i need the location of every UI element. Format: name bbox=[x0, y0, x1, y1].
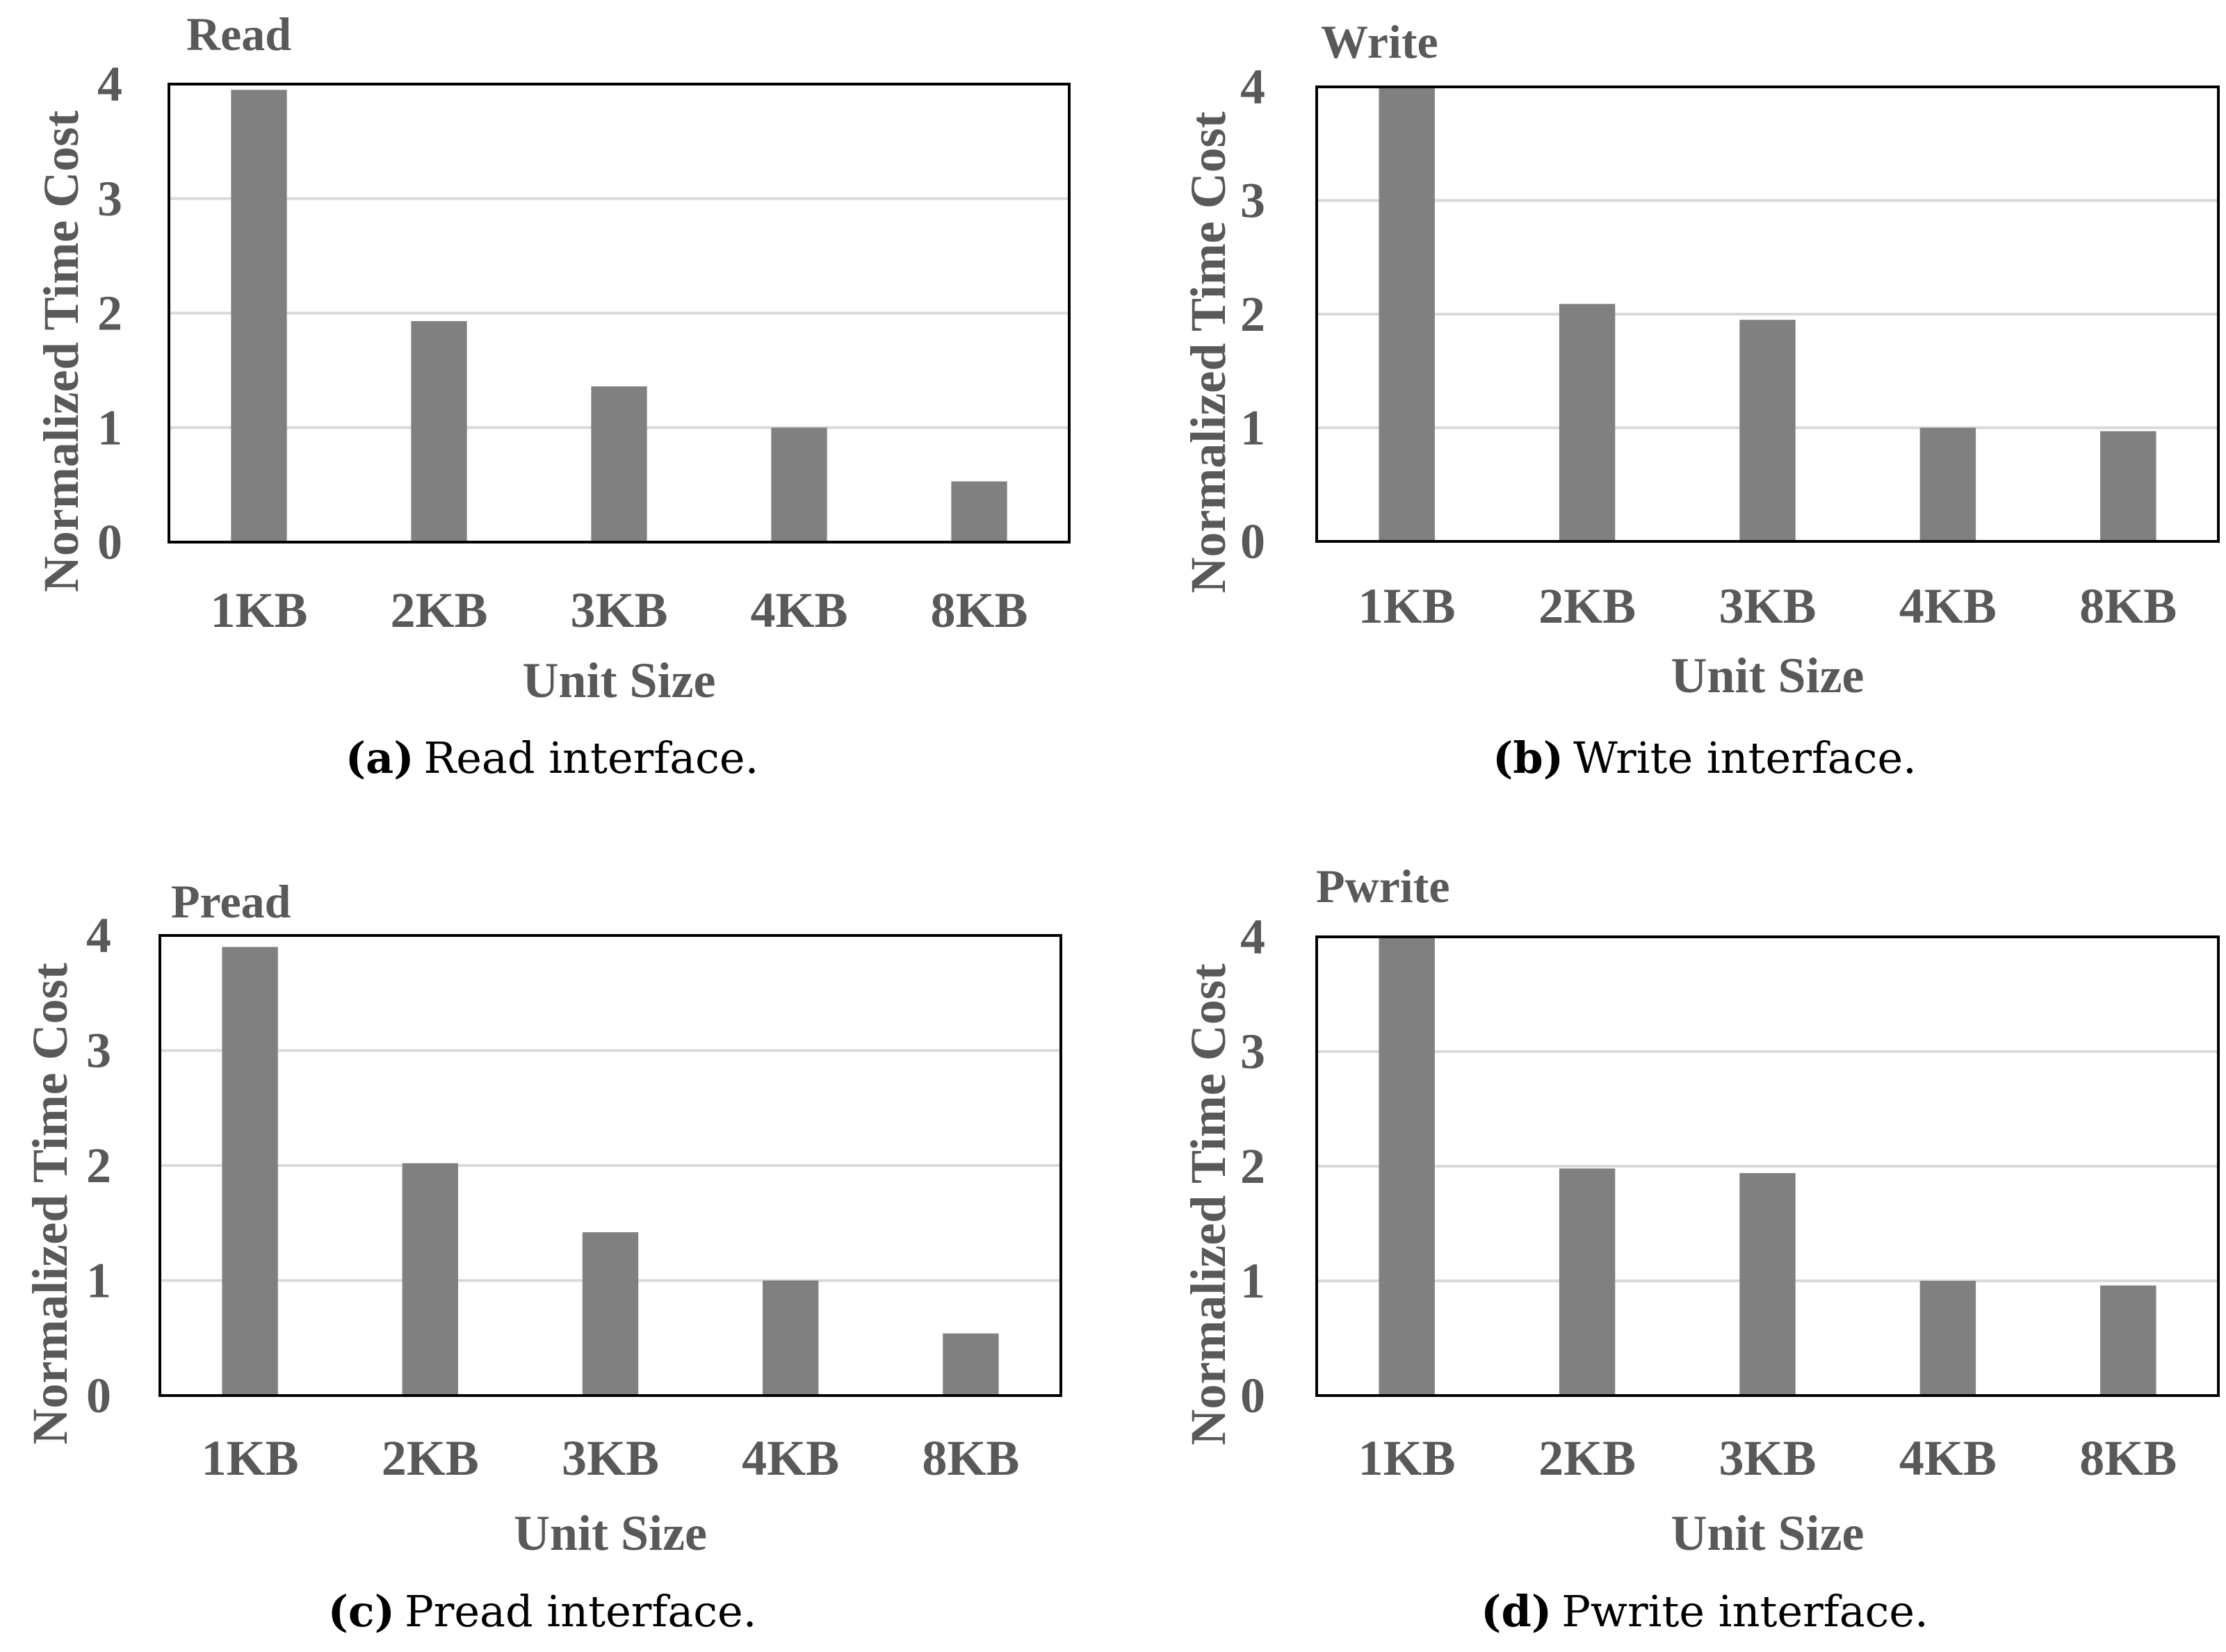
panel-caption: (b) Write interface. bbox=[1493, 733, 1917, 783]
x-category-label: 2KB bbox=[390, 582, 487, 638]
bar-1kb bbox=[1379, 937, 1435, 1396]
y-tick-label: 0 bbox=[86, 1368, 111, 1423]
x-category-label: 4KB bbox=[1899, 578, 1997, 634]
chart-title: Write bbox=[1321, 15, 1438, 68]
x-axis-title: Unit Size bbox=[1671, 1505, 1865, 1561]
y-tick-label: 1 bbox=[1240, 1253, 1265, 1309]
panel-caption: (d) Pwrite interface. bbox=[1481, 1586, 1928, 1637]
bar-4kb bbox=[763, 1280, 819, 1396]
y-tick-label: 4 bbox=[86, 908, 111, 963]
x-category-label: 4KB bbox=[750, 582, 847, 638]
bar-2kb bbox=[1559, 304, 1616, 541]
y-tick-label: 1 bbox=[86, 1253, 111, 1309]
caption-letter: (d) bbox=[1481, 1586, 1552, 1637]
y-tick-label: 2 bbox=[86, 1138, 111, 1193]
chart-panel-write: Write 0 1 2 3 4 1KB 2KB 3KB 4KB 8KB Unit Size Normal… bbox=[1180, 15, 2220, 783]
x-category-label: 3KB bbox=[562, 1430, 659, 1486]
x-category-label: 4KB bbox=[1899, 1430, 1997, 1486]
bar-2kb bbox=[1559, 1168, 1616, 1396]
bar-4kb bbox=[771, 427, 827, 542]
bar-3kb bbox=[591, 386, 647, 542]
caption-text: Read interface. bbox=[424, 733, 759, 783]
bar-8kb bbox=[2100, 1285, 2156, 1396]
x-category-label: 3KB bbox=[1719, 1430, 1816, 1486]
bar-4kb bbox=[1919, 427, 1976, 541]
bar-2kb bbox=[402, 1163, 458, 1396]
chart-panel-pread: Pread 0 1 2 3 4 1KB 2KB 3KB 4KB 8KB Unit Size Normal… bbox=[22, 875, 1062, 1637]
plot-area-frame bbox=[159, 934, 1062, 1397]
y-tick-label: 4 bbox=[97, 56, 122, 112]
bar-8kb bbox=[951, 481, 1007, 542]
x-category-label: 8KB bbox=[930, 582, 1027, 638]
caption-letter: (c) bbox=[328, 1586, 395, 1637]
y-tick-label: 4 bbox=[1240, 909, 1265, 965]
chart-title: Pwrite bbox=[1316, 860, 1450, 913]
x-axis-title: Unit Size bbox=[514, 1505, 707, 1561]
plot-area-frame bbox=[1315, 85, 2220, 543]
x-category-label: 3KB bbox=[1719, 578, 1816, 634]
x-category-label: 1KB bbox=[1358, 578, 1456, 634]
x-category-label: 1KB bbox=[210, 582, 307, 638]
bar-1kb bbox=[231, 90, 287, 543]
bar-1kb bbox=[222, 947, 278, 1396]
plot-area-frame bbox=[168, 83, 1071, 543]
bar-3kb bbox=[1739, 320, 1796, 541]
chart-panel-read: Read 0 1 2 3 4 1KB 2KB 3KB 4KB 8KB Unit Size Normali… bbox=[33, 8, 1071, 783]
caption-letter: (b) bbox=[1493, 733, 1563, 783]
chart-panel-pwrite: Pwrite 0 1 2 3 4 1KB 2KB 3KB 4KB 8KB Unit Size Norma… bbox=[1180, 860, 2220, 1637]
y-tick-label: 3 bbox=[1240, 173, 1265, 229]
x-category-label: 8KB bbox=[922, 1430, 1019, 1486]
y-axis-title: Normalized Time Cost bbox=[22, 963, 78, 1444]
y-tick-label: 1 bbox=[97, 400, 122, 455]
y-tick-label: 1 bbox=[1240, 400, 1265, 456]
y-tick-label: 0 bbox=[97, 514, 122, 570]
x-category-label: 4KB bbox=[742, 1430, 839, 1486]
x-axis-title: Unit Size bbox=[1671, 648, 1865, 703]
x-category-label: 2KB bbox=[1538, 578, 1636, 634]
plot-area-frame bbox=[1315, 935, 2220, 1397]
y-tick-label: 4 bbox=[1240, 59, 1265, 115]
panel-caption: (a) Read interface. bbox=[346, 733, 759, 783]
caption-text: Write interface. bbox=[1573, 733, 1917, 783]
bar-3kb bbox=[1739, 1172, 1796, 1396]
panel-caption: (c) Pread interface. bbox=[328, 1586, 757, 1637]
x-category-label: 1KB bbox=[202, 1430, 299, 1486]
x-category-label: 8KB bbox=[2079, 578, 2177, 634]
y-tick-label: 2 bbox=[97, 286, 122, 341]
y-tick-label: 3 bbox=[97, 171, 122, 227]
y-axis-title: Normalized Time Cost bbox=[33, 111, 89, 592]
x-category-label: 2KB bbox=[382, 1430, 479, 1486]
caption-letter: (a) bbox=[346, 733, 414, 783]
y-tick-label: 2 bbox=[1240, 286, 1265, 342]
caption-text: Pwrite interface. bbox=[1561, 1586, 1928, 1637]
bar-8kb bbox=[2100, 431, 2156, 541]
x-category-label: 1KB bbox=[1358, 1430, 1456, 1486]
y-tick-label: 0 bbox=[1240, 1368, 1265, 1423]
bar-1kb bbox=[1379, 87, 1435, 541]
y-tick-label: 3 bbox=[1240, 1024, 1265, 1079]
x-axis-title: Unit Size bbox=[523, 653, 716, 708]
chart-title: Read bbox=[186, 8, 291, 60]
y-axis-title: Normalized Time Cost bbox=[1180, 111, 1236, 593]
y-axis-title: Normalized Time Cost bbox=[1180, 963, 1236, 1445]
caption-text: Pread interface. bbox=[405, 1586, 756, 1637]
y-tick-label: 0 bbox=[1240, 514, 1265, 569]
bar-8kb bbox=[943, 1333, 999, 1396]
y-tick-label: 3 bbox=[86, 1023, 111, 1079]
bar-3kb bbox=[582, 1232, 639, 1396]
x-category-label: 8KB bbox=[2079, 1430, 2177, 1486]
x-category-label: 2KB bbox=[1538, 1430, 1636, 1486]
chart-title: Pread bbox=[171, 875, 291, 928]
bar-2kb bbox=[411, 321, 467, 542]
x-category-label: 3KB bbox=[570, 582, 667, 638]
bar-4kb bbox=[1919, 1281, 1976, 1396]
y-tick-label: 2 bbox=[1240, 1138, 1265, 1194]
